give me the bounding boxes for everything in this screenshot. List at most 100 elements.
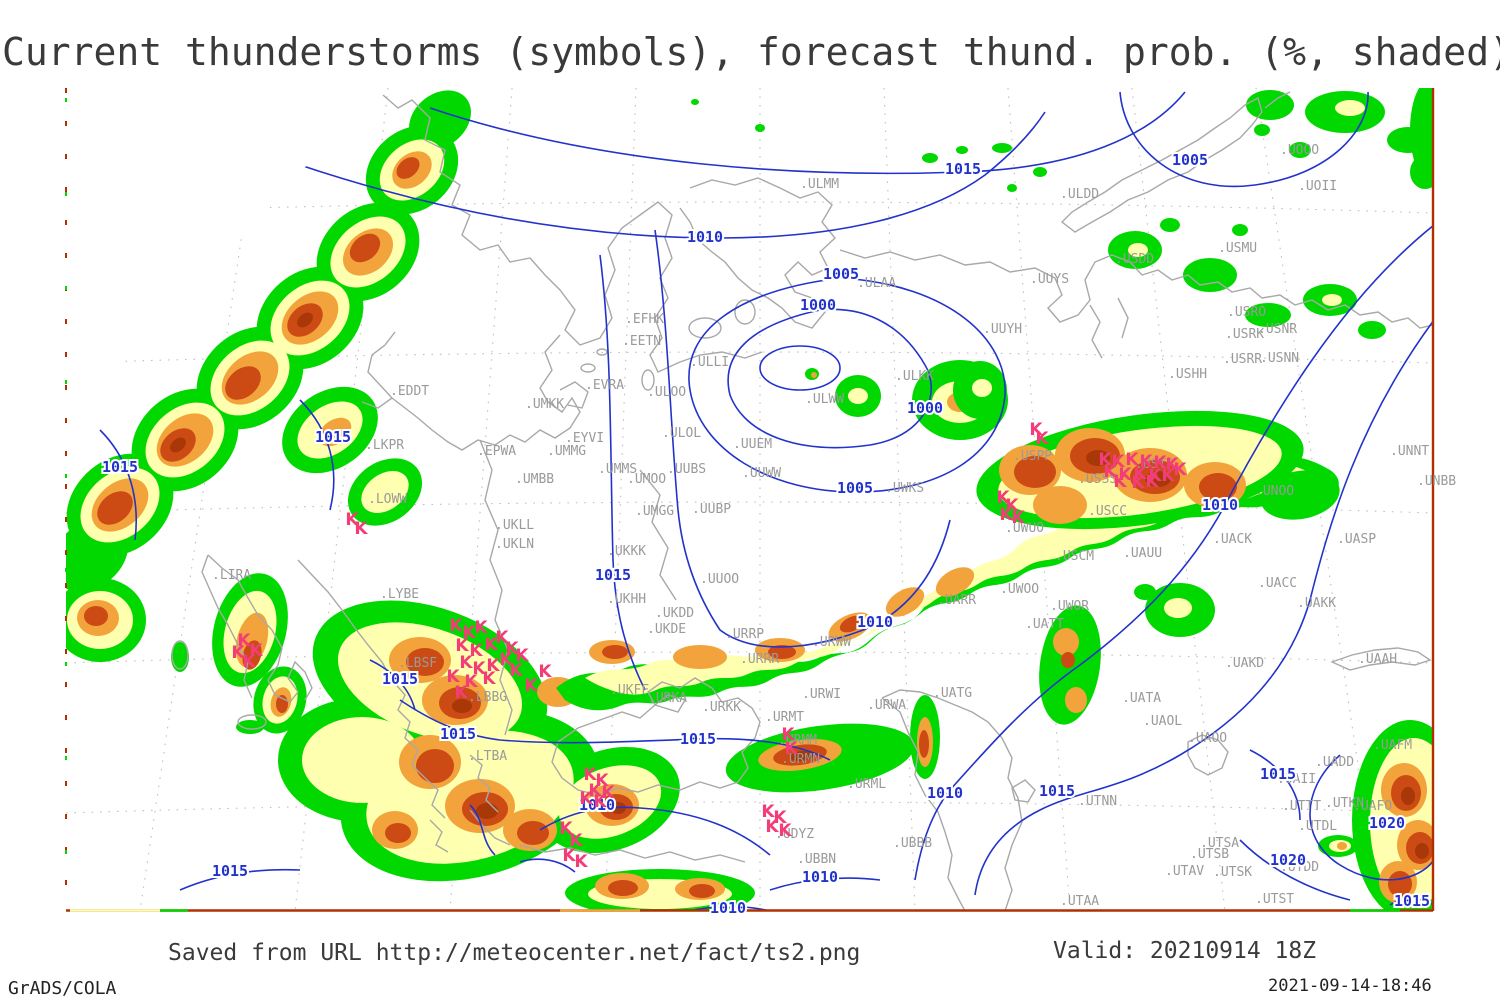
isobar-label: 1015 xyxy=(680,730,716,748)
thunderstorm-symbol: K xyxy=(1103,462,1117,482)
station-label: .UAOO xyxy=(1188,731,1227,746)
thunderstorm-symbol: K xyxy=(499,650,513,670)
thunderstorm-symbol: K xyxy=(999,505,1013,525)
station-label: .UUBS xyxy=(667,462,706,477)
isobars xyxy=(99,91,1433,911)
thunderstorm-symbol: K xyxy=(601,783,615,803)
isobar-label: 1005 xyxy=(837,479,873,497)
thunderstorm-symbol: K xyxy=(454,683,468,703)
station-label: .UATG xyxy=(933,686,972,701)
thunderstorm-symbol: K xyxy=(1153,453,1167,473)
station-label: .UTAA xyxy=(1060,894,1099,909)
thunderstorm-symbol: K xyxy=(469,641,483,661)
isobar-label: 1010 xyxy=(579,796,615,814)
station-label: .ULKK xyxy=(895,369,934,384)
station-label: .UTAV xyxy=(1165,864,1204,879)
station-label: .UMMS xyxy=(598,462,637,477)
thunderstorm-symbol: K xyxy=(1011,508,1025,528)
station-label: .ULLI xyxy=(690,355,729,370)
station-label: .URMT xyxy=(765,710,804,725)
station-label: .USCC xyxy=(1088,504,1127,519)
station-label: .USMU xyxy=(1218,241,1257,256)
station-label: .UAFO xyxy=(1353,799,1392,814)
station-label: .USSS xyxy=(1078,472,1117,487)
station-label: .LIRA xyxy=(212,568,251,583)
isobar-labels: 1015 1005 1010 1005 1000 1000 1005 1015 1015 1015… xyxy=(100,149,1432,919)
saved-from-url-caption: Saved from URL http://meteocenter.net/fa… xyxy=(168,940,861,966)
station-label: .UAKK xyxy=(1297,596,1336,611)
thunderstorm-symbol: K xyxy=(1139,452,1153,472)
isobar-label: 1015 xyxy=(1039,782,1075,800)
thunderstorm-symbol: K xyxy=(459,653,473,673)
station-label: .USHH xyxy=(1168,367,1207,382)
station-label: .UAFM xyxy=(1373,738,1412,753)
station-label: .UTST xyxy=(1255,892,1294,907)
station-label: .LYBE xyxy=(380,587,419,602)
station-label: .UOOO xyxy=(1280,143,1319,158)
station-label: .UMOO xyxy=(627,472,666,487)
station-label: .UUBP xyxy=(692,502,731,517)
isobar-label: 1015 xyxy=(1394,892,1430,910)
isobar-label: 1015 xyxy=(102,458,138,476)
thunderstorm-symbol: K xyxy=(1125,450,1139,470)
thunderstorm-symbol: K xyxy=(495,628,509,648)
station-label: .EDDT xyxy=(390,384,429,399)
thunderstorm-symbol: K xyxy=(484,635,498,655)
thunderstorm-symbol: K xyxy=(784,739,798,759)
thunderstorm-symbol: K xyxy=(1148,466,1162,486)
station-label: .URWA xyxy=(867,698,906,713)
thunderstorm-symbol: K xyxy=(1118,465,1132,485)
station-label: .UAOL xyxy=(1143,714,1182,729)
station-label: .URKA xyxy=(648,691,687,706)
station-label: .URML xyxy=(847,777,886,792)
thunderstorm-symbol: K xyxy=(574,852,588,872)
station-label: .ULAA xyxy=(857,276,896,291)
station-label: .UUYH xyxy=(983,322,1022,337)
thunderstorm-symbol: K xyxy=(472,659,486,679)
isobar-label: 1010 xyxy=(1202,496,1238,514)
thunderstorm-symbol: K xyxy=(773,808,787,828)
thunderstorm-symbol: K xyxy=(464,672,478,692)
station-label: .UACK xyxy=(1213,532,1252,547)
station-label: .UUOO xyxy=(700,572,739,587)
isobar-label: 1010 xyxy=(687,228,723,246)
thunderstorm-symbol: K xyxy=(579,789,593,809)
station-label: .UADD xyxy=(1315,755,1354,770)
thunderstorm-symbol: K xyxy=(249,641,263,661)
station-label: .UASP xyxy=(1337,532,1376,547)
station-label: .ULOL xyxy=(662,426,701,441)
thunderstorm-symbol: K xyxy=(562,846,576,866)
thunderstorm-symbol: K xyxy=(1035,429,1049,449)
thunderstorm-symbol: K xyxy=(778,821,792,841)
station-label: .USPP xyxy=(1013,449,1052,464)
station-label: .UWOR xyxy=(1050,599,1089,614)
isobar-label: 1000 xyxy=(907,399,943,417)
thunderstorm-symbol: K xyxy=(583,765,597,785)
station-label: .UATT xyxy=(1025,617,1064,632)
thunderstorm-symbol: K xyxy=(595,771,609,791)
station-label: .UUEM xyxy=(733,437,772,452)
thunderstorm-symbol: K xyxy=(1029,420,1043,440)
station-label: .ULMM xyxy=(800,177,839,192)
isobar-label: 1015 xyxy=(945,160,981,178)
station-label: .ULDD xyxy=(1060,187,1099,202)
thunderstorm-symbol: K xyxy=(781,725,795,745)
station-label: .UARR xyxy=(937,593,976,608)
thunderstorm-symbol: K xyxy=(237,631,251,651)
station-label: .UWKS xyxy=(885,481,924,496)
station-label: .LKPR xyxy=(365,438,404,453)
thunderstorm-symbol: K xyxy=(1173,460,1187,480)
map-frame xyxy=(65,88,1435,912)
station-label: .URWI xyxy=(802,687,841,702)
station-label: .UTDD xyxy=(1280,860,1319,875)
station-label: .UTSA xyxy=(1200,836,1239,851)
station-label: .USTR xyxy=(1135,457,1174,472)
thunderstorm-symbol: K xyxy=(354,519,368,539)
map-title: Current thunderstorms (symbols), forecas… xyxy=(2,30,1500,74)
probability-shading xyxy=(66,88,1433,911)
station-label: .USRO xyxy=(1227,305,1266,320)
station-label: .URRR xyxy=(740,652,779,667)
thunderstorm-symbol: K xyxy=(482,669,496,689)
